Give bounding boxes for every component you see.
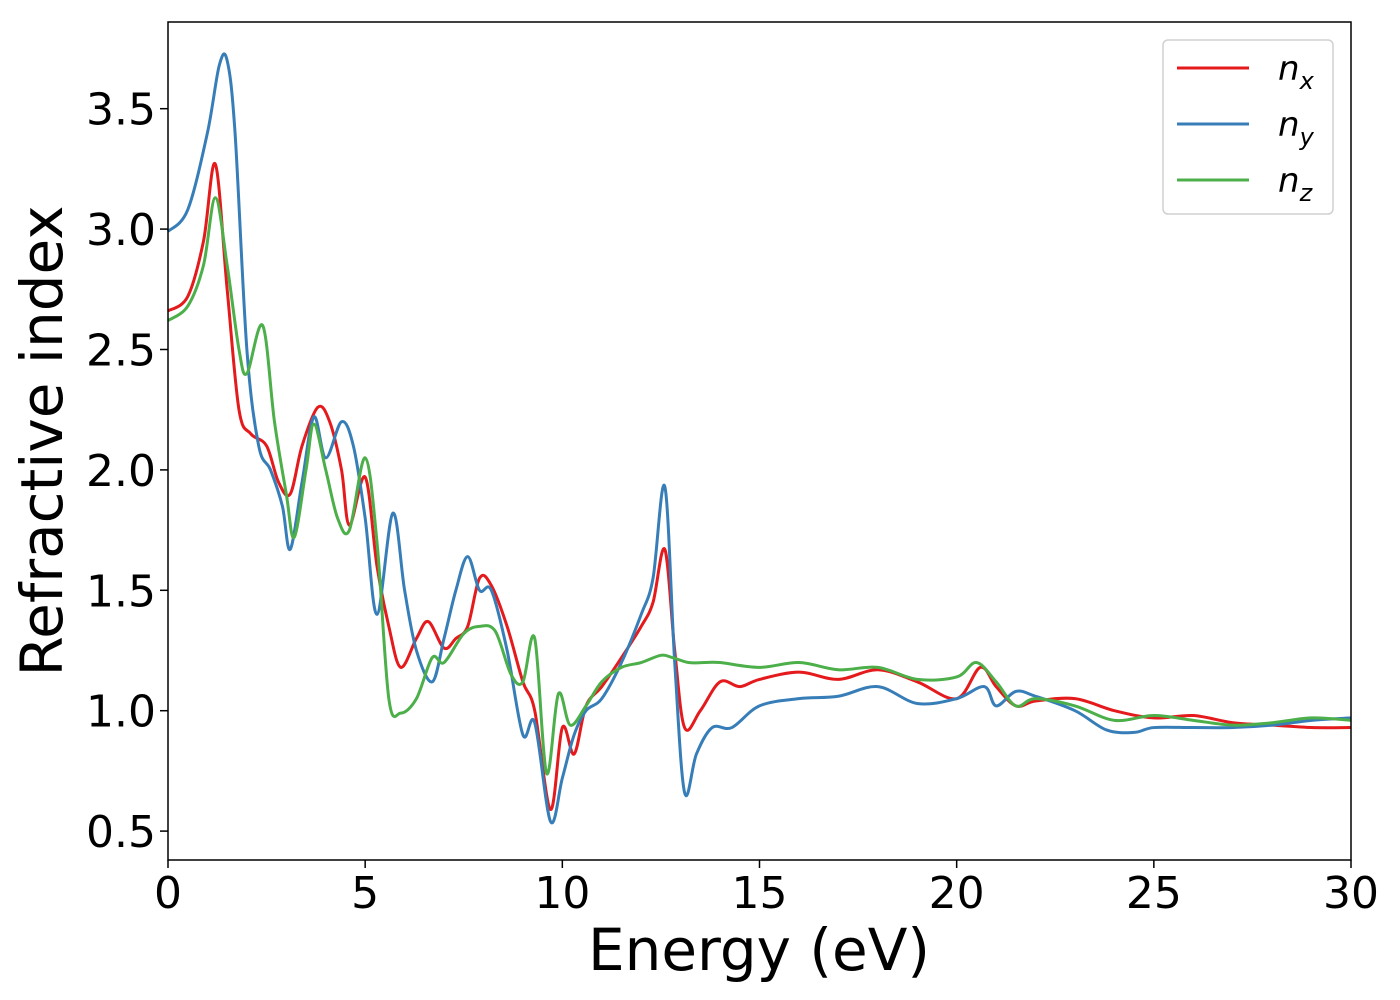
y-tick-label: 1.5	[86, 566, 156, 617]
x-axis-ticks: 0 5 10 15 20 25 30	[154, 860, 1379, 919]
legend-label-z: nz	[1278, 161, 1314, 207]
y-tick-label: 3.0	[86, 205, 156, 256]
series-line-z	[167, 196, 1352, 776]
y-tick-label: 2.0	[86, 446, 156, 497]
x-axis-title: Energy (eV)	[588, 916, 930, 984]
y-tick-label: 3.5	[86, 85, 156, 136]
legend-box	[1162, 39, 1334, 215]
x-tick-label: 10	[534, 868, 590, 919]
y-tick-label: 2.5	[86, 325, 156, 376]
legend-label-y: ny	[1278, 105, 1315, 151]
series-line-y	[166, 52, 1352, 825]
y-tick-label: 0.5	[86, 807, 156, 858]
y-axis-title: Refractive index	[8, 205, 76, 676]
legend: nx ny nz	[1162, 39, 1334, 215]
x-tick-label: 0	[154, 868, 182, 919]
x-tick-label: 20	[929, 868, 985, 919]
x-tick-label: 5	[351, 868, 379, 919]
series-line-x	[167, 162, 1352, 811]
y-tick-label: 1.0	[86, 687, 156, 738]
x-tick-label: 30	[1323, 868, 1379, 919]
series-layer	[166, 52, 1352, 825]
y-axis-ticks: 0.5 1.0 1.5 2.0 2.5 3.0 3.5	[86, 85, 168, 858]
x-tick-label: 15	[732, 868, 788, 919]
legend-label-x: nx	[1278, 49, 1315, 95]
x-tick-label: 25	[1126, 868, 1182, 919]
